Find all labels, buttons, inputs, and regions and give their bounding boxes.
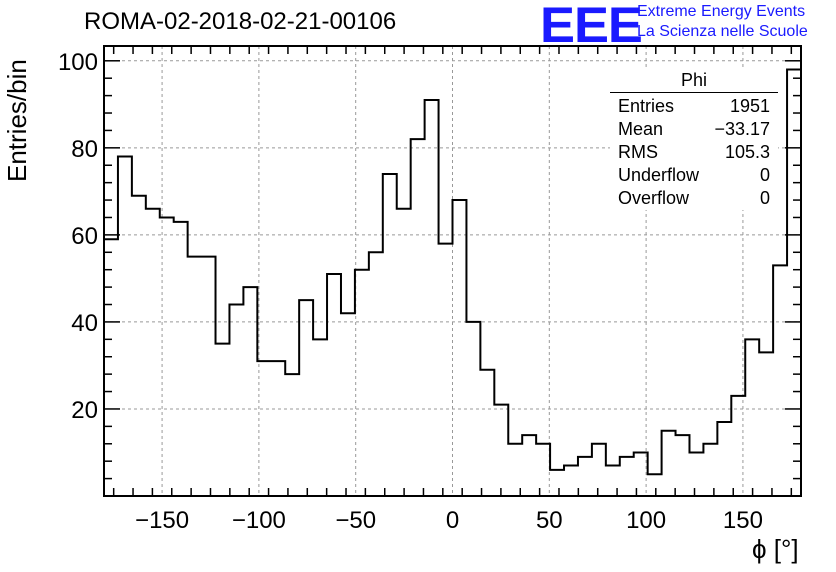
stats-row-overflow: Overflow 0 — [610, 187, 778, 210]
x-tick-label: 50 — [536, 507, 563, 534]
histogram-bin — [285, 374, 299, 496]
histogram-bin — [383, 174, 397, 496]
x-axis-ticks: −150 −100 −50 0 50 100 150 — [112, 46, 793, 534]
histogram-bin — [369, 252, 383, 496]
stats-box: Phi Entries 1951 Mean −33.17 RMS 105.3 U… — [610, 70, 778, 210]
histogram-bin — [703, 444, 717, 496]
histogram-bin — [466, 322, 480, 496]
stats-value: 0 — [759, 188, 770, 208]
stats-label: Overflow — [618, 188, 690, 208]
stats-label: Underflow — [618, 165, 700, 185]
histogram-bin — [216, 344, 230, 496]
histogram-bin — [188, 257, 202, 496]
histogram-bin — [104, 239, 118, 496]
y-axis-ticks: 20 40 60 80 100 — [58, 49, 801, 480]
x-tick-label: −50 — [335, 507, 376, 534]
histogram-bin — [118, 157, 132, 496]
histogram-bin — [229, 305, 243, 496]
eee-logo-mark: EEE — [540, 0, 643, 53]
y-tick-label: 40 — [71, 310, 98, 337]
histogram-bin — [243, 287, 257, 496]
stats-value: 1951 — [729, 96, 770, 116]
y-axis-label: Entries/bin — [2, 59, 32, 182]
histogram-line — [104, 68, 801, 476]
stats-row-mean: Mean −33.17 — [610, 118, 778, 141]
stats-value: 105.3 — [724, 142, 770, 162]
logo-line-1: Extreme Energy Events — [637, 3, 806, 20]
axes — [103, 45, 802, 497]
stats-row-underflow: Underflow 0 — [610, 164, 778, 187]
histogram-bin — [620, 457, 634, 496]
y-tick-label: 60 — [71, 223, 98, 250]
histogram-bin — [202, 257, 216, 496]
plot-frame — [103, 45, 802, 497]
histogram-bin — [759, 352, 773, 496]
histogram-bin — [425, 100, 439, 496]
histogram-bin — [397, 209, 411, 496]
x-tick-label: 100 — [626, 507, 666, 534]
stats-label: RMS — [618, 142, 658, 162]
histogram-bin — [717, 422, 731, 496]
histogram-bin — [257, 361, 271, 496]
stats-row-rms: RMS 105.3 — [610, 141, 778, 164]
logo-line-2: La Scienza nelle Scuole — [637, 23, 808, 40]
eee-logo-text: Extreme Energy Events La Scienza nelle S… — [637, 2, 808, 42]
y-tick-label: 80 — [71, 136, 98, 163]
histogram-bin — [327, 274, 341, 496]
histogram-bin — [662, 431, 676, 496]
y-tick-label: 20 — [71, 397, 98, 424]
histogram-bin — [536, 444, 550, 496]
histogram-bin — [411, 139, 425, 496]
histogram-bin — [341, 313, 355, 496]
y-tick-label: 100 — [58, 49, 98, 76]
histogram-bin — [439, 244, 453, 496]
histogram-bin — [592, 444, 606, 496]
histogram-bin — [146, 209, 160, 496]
x-tick-label: −100 — [232, 507, 286, 534]
histogram-bin — [689, 452, 703, 496]
x-tick-label: −150 — [135, 507, 189, 534]
stats-title: Phi — [610, 70, 778, 93]
stats-row-entries: Entries 1951 — [610, 95, 778, 118]
histogram-bin — [271, 361, 285, 496]
histogram-bin — [787, 70, 801, 496]
stats-label: Mean — [618, 119, 664, 139]
stats-value: −33.17 — [714, 119, 770, 139]
stats-label: Entries — [618, 96, 675, 116]
x-axis-label: ϕ [°] — [752, 534, 799, 564]
histogram-bin — [160, 217, 174, 496]
histogram-bin — [745, 339, 759, 496]
histogram-series — [104, 68, 801, 496]
histogram-bin — [480, 370, 494, 496]
histogram-bin — [648, 474, 662, 496]
histogram-bin — [522, 435, 536, 496]
histogram-bin — [355, 270, 369, 496]
histogram-bin — [731, 396, 745, 496]
x-tick-label: 150 — [723, 507, 763, 534]
histogram-bin — [132, 196, 146, 496]
histogram-bin — [299, 300, 313, 496]
chart-title: ROMA-02-2018-02-21-00106 — [84, 8, 397, 35]
histogram-bin — [313, 339, 327, 496]
histogram-bin — [578, 457, 592, 496]
histogram-bin — [494, 405, 508, 496]
histogram-bin — [453, 200, 467, 496]
stats-value: 0 — [759, 165, 770, 185]
histogram-bin — [550, 470, 564, 496]
x-tick-label: 0 — [446, 507, 459, 534]
histogram-bin — [174, 222, 188, 496]
histogram-bin — [564, 466, 578, 496]
histogram-bin — [676, 435, 690, 496]
histogram-bin — [773, 265, 787, 496]
